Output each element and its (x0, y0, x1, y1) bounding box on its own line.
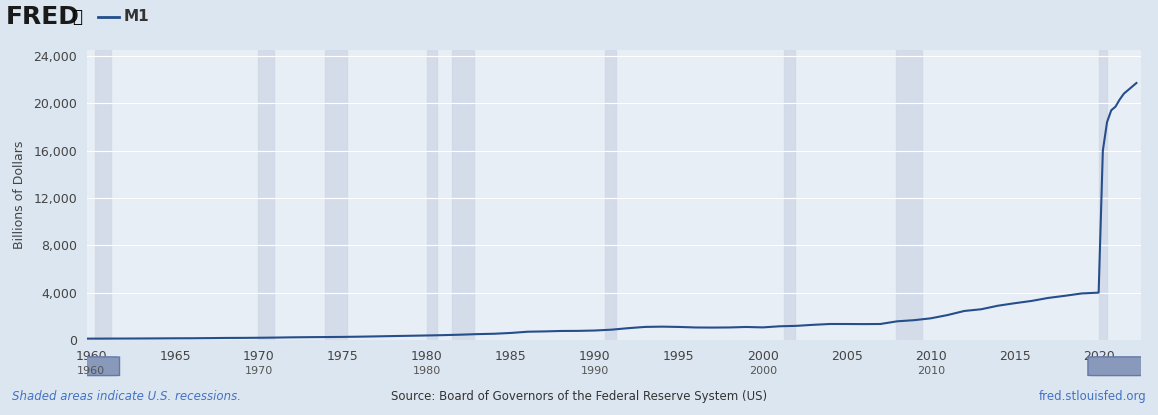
Bar (324, 50, 347, 340)
Text: 1990: 1990 (580, 366, 609, 376)
Bar (95, 50, 111, 340)
Text: 📈: 📈 (72, 7, 82, 26)
Text: 1980: 1980 (412, 366, 441, 376)
Text: 1970: 1970 (244, 366, 273, 376)
Bar (1099, 50, 1107, 340)
Y-axis label: Billions of Dollars: Billions of Dollars (13, 141, 27, 249)
FancyBboxPatch shape (1087, 357, 1146, 376)
Text: FRED: FRED (6, 5, 80, 29)
Text: Source: Board of Governors of the Federal Reserve System (US): Source: Board of Governors of the Federa… (391, 390, 767, 403)
Text: 2000: 2000 (749, 366, 777, 376)
Text: 1960: 1960 (76, 366, 105, 376)
Text: M1: M1 (124, 9, 149, 24)
Bar (452, 50, 475, 340)
Bar (784, 50, 796, 340)
Text: Shaded areas indicate U.S. recessions.: Shaded areas indicate U.S. recessions. (12, 390, 241, 403)
Bar (257, 50, 274, 340)
FancyBboxPatch shape (78, 357, 119, 376)
Bar (896, 50, 922, 340)
Text: 2010: 2010 (917, 366, 945, 376)
Bar (427, 50, 437, 340)
Text: fred.stlouisfed.org: fred.stlouisfed.org (1039, 390, 1146, 403)
Bar (604, 50, 616, 340)
